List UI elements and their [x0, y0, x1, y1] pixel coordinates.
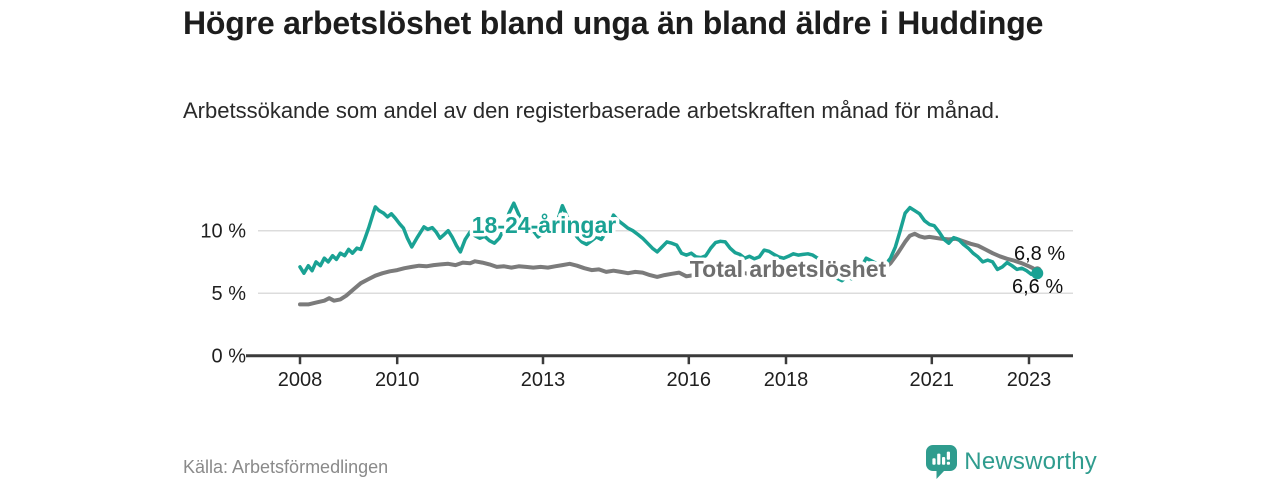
- newsworthy-icon: [926, 445, 958, 479]
- x-tick-label: 2013: [521, 369, 566, 391]
- newsworthy-logo[interactable]: Newsworthy: [926, 445, 1097, 479]
- series-label-total: Total arbetslöshet: [690, 256, 887, 282]
- series-label-youth: 18-24-åringar: [472, 212, 617, 238]
- chart-subtitle: Arbetssökande som andel av den registerb…: [183, 98, 1000, 123]
- source-note: Källa: Arbetsförmedlingen: [183, 457, 389, 477]
- x-tick-label: 2010: [375, 369, 420, 391]
- newsworthy-wordmark: Newsworthy: [964, 448, 1097, 475]
- end-dot-total: [1032, 266, 1042, 276]
- x-tick-label: 2023: [1007, 369, 1052, 391]
- chart-title: Högre arbetslöshet bland unga än bland ä…: [183, 5, 1044, 41]
- series-line-youth: [298, 201, 1040, 283]
- end-value-label-total: 6,8 %: [1014, 243, 1065, 265]
- y-tick-label: 5 %: [212, 283, 247, 305]
- end-dot-youth: [1031, 267, 1044, 280]
- x-tick-label: 2008: [278, 369, 323, 391]
- x-tick-label: 2016: [667, 369, 712, 391]
- end-value-label-youth: 6,6 %: [1012, 276, 1063, 298]
- series-line-total: [298, 231, 1040, 307]
- x-tick-label: 2021: [910, 369, 955, 391]
- y-tick-label: 10 %: [200, 221, 246, 243]
- y-tick-label: 0 %: [212, 346, 247, 368]
- x-tick-label: 2018: [764, 369, 809, 391]
